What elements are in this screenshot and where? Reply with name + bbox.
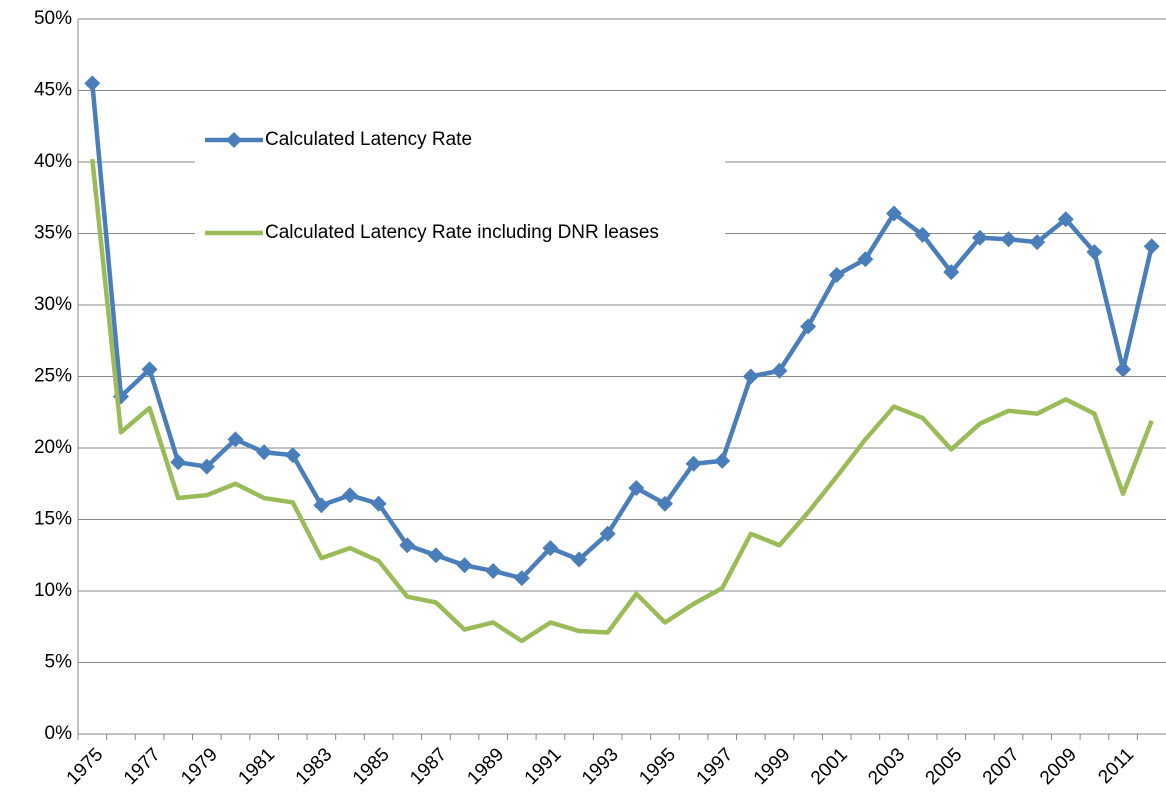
point-marker bbox=[84, 75, 101, 92]
point-marker bbox=[628, 480, 645, 497]
x-tick-label: 2001 bbox=[807, 744, 852, 789]
point-marker bbox=[943, 264, 960, 281]
point-marker bbox=[1057, 211, 1074, 228]
y-tick-label: 20% bbox=[34, 437, 72, 458]
point-marker bbox=[800, 318, 817, 335]
point-marker bbox=[342, 487, 358, 504]
x-tick-label: 1997 bbox=[693, 744, 738, 789]
point-marker bbox=[571, 551, 588, 568]
x-tick-label: 1983 bbox=[292, 744, 337, 789]
x-tick-label: 1989 bbox=[463, 744, 508, 789]
y-tick-label: 50% bbox=[34, 8, 72, 29]
point-marker bbox=[857, 251, 874, 268]
y-tick-label: 45% bbox=[34, 80, 72, 101]
y-tick-label: 15% bbox=[34, 509, 72, 530]
point-marker bbox=[170, 454, 187, 471]
x-tick-label: 2011 bbox=[1094, 744, 1138, 788]
point-marker bbox=[914, 226, 931, 243]
legend-box bbox=[195, 110, 725, 270]
x-tick-label: 2005 bbox=[922, 744, 967, 789]
point-marker bbox=[284, 447, 301, 464]
x-tick-label: 1979 bbox=[177, 744, 222, 789]
point-marker bbox=[685, 455, 702, 472]
point-marker bbox=[198, 458, 215, 475]
point-marker bbox=[1086, 244, 1103, 261]
legend-label: Calculated Latency Rate bbox=[265, 129, 472, 150]
x-tick-label: 2003 bbox=[864, 744, 909, 789]
point-marker bbox=[599, 525, 616, 542]
point-marker bbox=[227, 431, 244, 448]
point-marker bbox=[656, 495, 673, 512]
x-tick-label: 1977 bbox=[120, 744, 165, 789]
point-marker bbox=[1000, 231, 1017, 248]
x-tick-label: 1999 bbox=[750, 744, 795, 789]
point-marker bbox=[370, 495, 387, 512]
x-tick-label: 1987 bbox=[406, 744, 451, 789]
x-tick-label: 1993 bbox=[578, 744, 623, 789]
series-line bbox=[90, 158, 1154, 644]
y-tick-label: 5% bbox=[45, 652, 73, 673]
legend-label: Calculated Latency Rate including DNR le… bbox=[265, 222, 659, 243]
point-marker bbox=[971, 229, 988, 246]
x-tick-label: 1985 bbox=[349, 744, 394, 789]
y-tick-label: 25% bbox=[34, 366, 72, 387]
point-marker bbox=[485, 562, 502, 579]
y-tick-label: 30% bbox=[34, 294, 72, 315]
x-tick-label: 1981 bbox=[234, 744, 279, 789]
y-tick-label: 0% bbox=[45, 723, 73, 744]
legend-marker bbox=[226, 132, 242, 148]
point-marker bbox=[1143, 238, 1160, 255]
y-tick-label: 10% bbox=[34, 580, 72, 601]
point-marker bbox=[1029, 234, 1046, 251]
point-marker bbox=[771, 362, 788, 379]
point-marker bbox=[313, 497, 330, 514]
x-tick-label: 2007 bbox=[979, 744, 1024, 789]
x-tick-label: 2009 bbox=[1036, 744, 1081, 789]
point-marker bbox=[542, 540, 559, 557]
point-marker bbox=[1115, 361, 1132, 378]
point-marker bbox=[828, 266, 845, 283]
point-marker bbox=[427, 547, 444, 564]
point-marker bbox=[886, 205, 902, 222]
point-marker bbox=[256, 444, 273, 461]
point-marker bbox=[714, 452, 731, 469]
x-tick-label: 1975 bbox=[63, 744, 108, 789]
point-marker bbox=[399, 537, 416, 554]
y-tick-label: 40% bbox=[34, 151, 72, 172]
point-marker bbox=[456, 557, 473, 574]
x-tick-label: 1991 bbox=[521, 744, 566, 789]
x-tick-label: 1995 bbox=[635, 744, 680, 789]
point-marker bbox=[742, 368, 759, 385]
y-tick-label: 35% bbox=[34, 223, 72, 244]
point-marker bbox=[513, 570, 530, 587]
point-marker bbox=[141, 361, 158, 378]
